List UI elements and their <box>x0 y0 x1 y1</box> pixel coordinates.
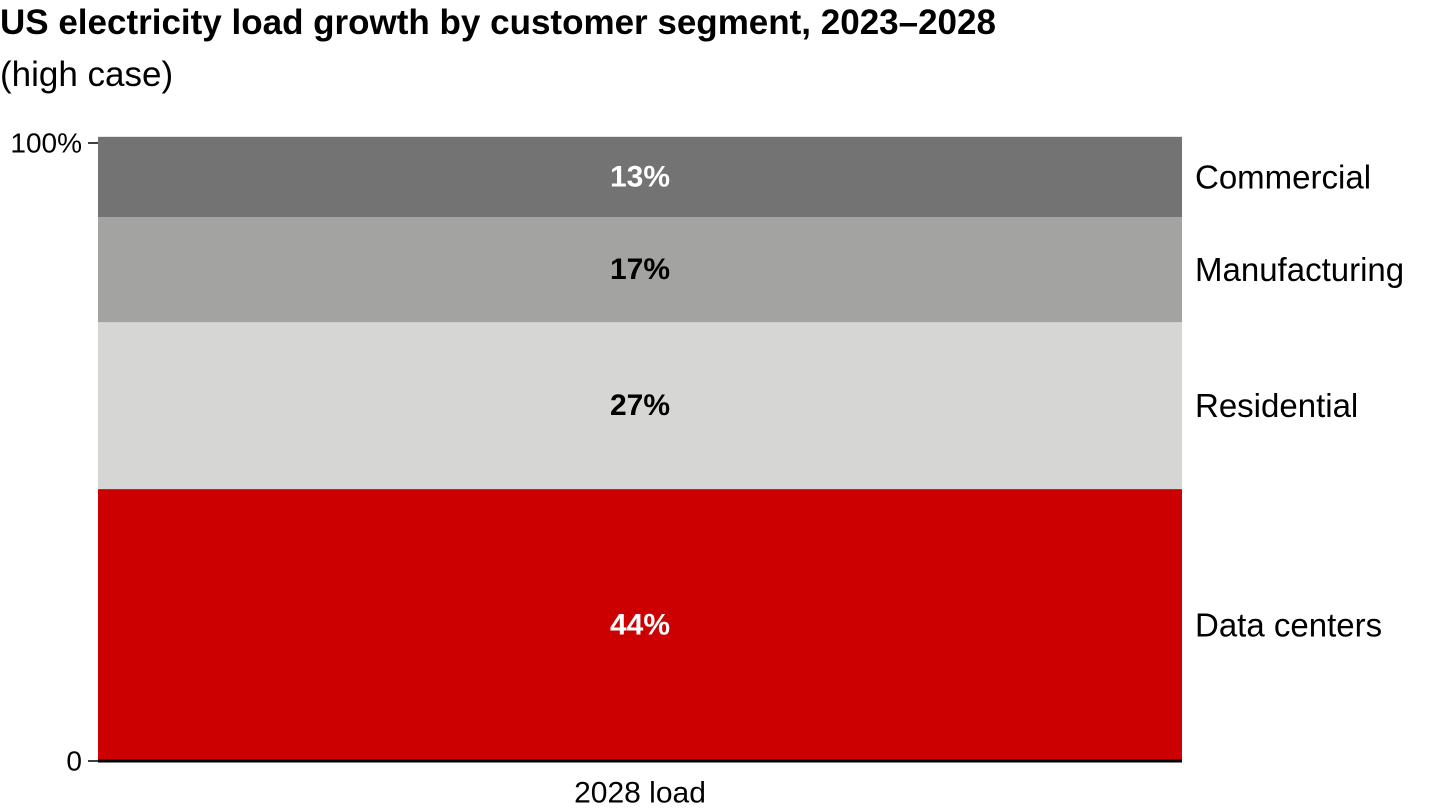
x-category-label: 2028 load <box>574 777 706 810</box>
y-tick-label: 0 <box>66 746 82 777</box>
y-tick-label: 100% <box>10 128 82 159</box>
bar-segment-data-centers <box>98 489 1182 761</box>
legend-label-data-centers: Data centers <box>1195 607 1382 644</box>
bar-segment-manufacturing <box>98 217 1182 323</box>
y-axis: 0 100% <box>10 128 1182 777</box>
data-label-data-centers: 44% <box>610 609 670 642</box>
legend-label-manufacturing: Manufacturing <box>1195 251 1404 288</box>
legend-label-commercial: Commercial <box>1195 158 1371 195</box>
bar-segments: 44% 27% 17% 13% <box>98 136 1182 761</box>
bar-segment-residential <box>98 322 1182 490</box>
legend: Data centers Residential Manufacturing Comm… <box>1195 158 1404 643</box>
data-label-commercial: 13% <box>610 160 670 193</box>
chart-subtitle: (high case) <box>0 55 174 94</box>
x-axis: 2028 load <box>574 777 706 810</box>
data-label-manufacturing: 17% <box>610 253 670 286</box>
chart-title: US electricity load growth by customer s… <box>0 3 996 42</box>
bar-segment-commercial <box>98 136 1182 218</box>
legend-label-residential: Residential <box>1195 387 1358 424</box>
data-label-residential: 27% <box>610 389 670 422</box>
